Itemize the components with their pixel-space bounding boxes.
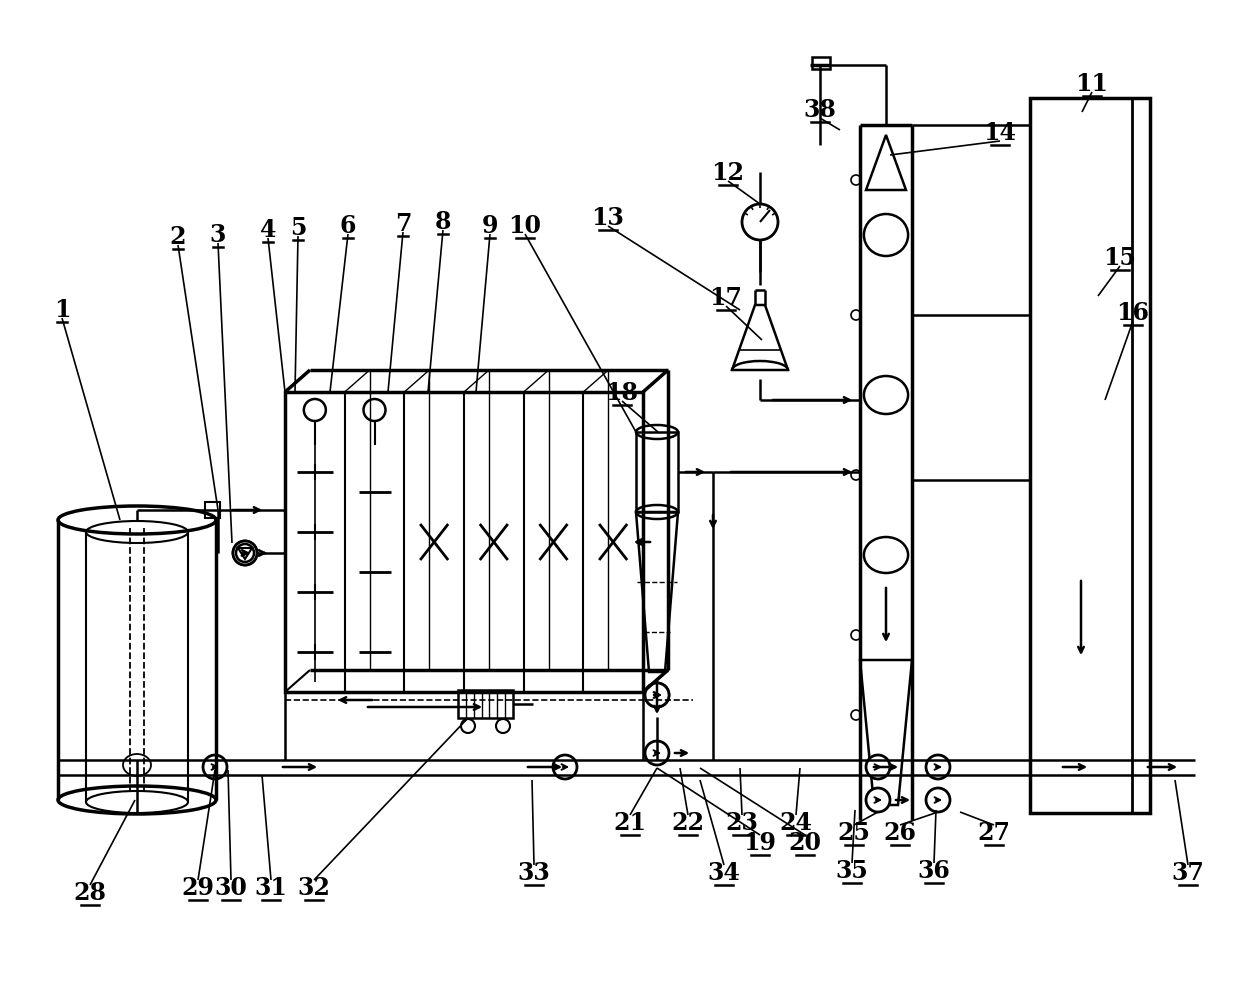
Circle shape <box>926 788 950 812</box>
Text: 38: 38 <box>804 98 837 122</box>
Bar <box>812 57 830 69</box>
Text: 30: 30 <box>215 876 248 900</box>
Text: 31: 31 <box>254 876 288 900</box>
Circle shape <box>461 719 475 733</box>
Text: 19: 19 <box>744 831 776 855</box>
Text: 22: 22 <box>672 811 704 835</box>
Bar <box>205 502 219 518</box>
Text: 28: 28 <box>73 881 107 905</box>
Circle shape <box>645 741 670 765</box>
Circle shape <box>236 544 254 562</box>
Circle shape <box>851 710 861 720</box>
Text: 10: 10 <box>508 214 542 238</box>
Text: 27: 27 <box>977 821 1011 845</box>
Circle shape <box>866 788 890 812</box>
Text: 13: 13 <box>591 206 625 230</box>
Text: 4: 4 <box>259 218 277 242</box>
Circle shape <box>496 719 510 733</box>
Circle shape <box>645 683 670 707</box>
Text: 3: 3 <box>210 223 226 247</box>
Text: 34: 34 <box>708 861 740 885</box>
Bar <box>1030 98 1149 813</box>
Text: 24: 24 <box>780 811 812 835</box>
Circle shape <box>866 755 890 779</box>
Text: 9: 9 <box>482 214 498 238</box>
Circle shape <box>742 204 777 240</box>
Text: 21: 21 <box>614 811 646 835</box>
Text: 37: 37 <box>1172 861 1204 885</box>
Bar <box>285 392 644 692</box>
Text: 26: 26 <box>883 821 916 845</box>
Circle shape <box>363 399 386 421</box>
Circle shape <box>553 755 577 779</box>
Text: 15: 15 <box>1104 246 1136 270</box>
Bar <box>458 690 513 718</box>
Polygon shape <box>238 548 252 559</box>
Text: 33: 33 <box>517 861 551 885</box>
Text: 5: 5 <box>290 216 306 240</box>
Text: 36: 36 <box>918 859 950 883</box>
Text: 17: 17 <box>709 286 743 310</box>
Text: 35: 35 <box>836 859 868 883</box>
Circle shape <box>926 755 950 779</box>
Text: 12: 12 <box>712 161 744 185</box>
Bar <box>636 432 678 512</box>
Text: 23: 23 <box>725 811 759 835</box>
Circle shape <box>203 755 227 779</box>
Circle shape <box>851 630 861 640</box>
Circle shape <box>233 541 257 565</box>
Text: 16: 16 <box>1116 301 1149 325</box>
Text: 11: 11 <box>1075 72 1109 96</box>
Text: 8: 8 <box>435 210 451 234</box>
Text: 32: 32 <box>298 876 330 900</box>
Text: 14: 14 <box>983 121 1017 145</box>
Text: 6: 6 <box>340 214 356 238</box>
Text: 18: 18 <box>605 381 639 405</box>
Circle shape <box>851 310 861 320</box>
Text: 2: 2 <box>170 225 186 249</box>
Circle shape <box>645 683 670 707</box>
Text: 29: 29 <box>181 876 215 900</box>
Circle shape <box>233 541 257 565</box>
Circle shape <box>851 470 861 480</box>
Text: 20: 20 <box>789 831 821 855</box>
Text: 25: 25 <box>837 821 870 845</box>
Text: 1: 1 <box>53 298 71 322</box>
Circle shape <box>304 399 326 421</box>
Text: 7: 7 <box>394 212 412 236</box>
Circle shape <box>851 175 861 185</box>
